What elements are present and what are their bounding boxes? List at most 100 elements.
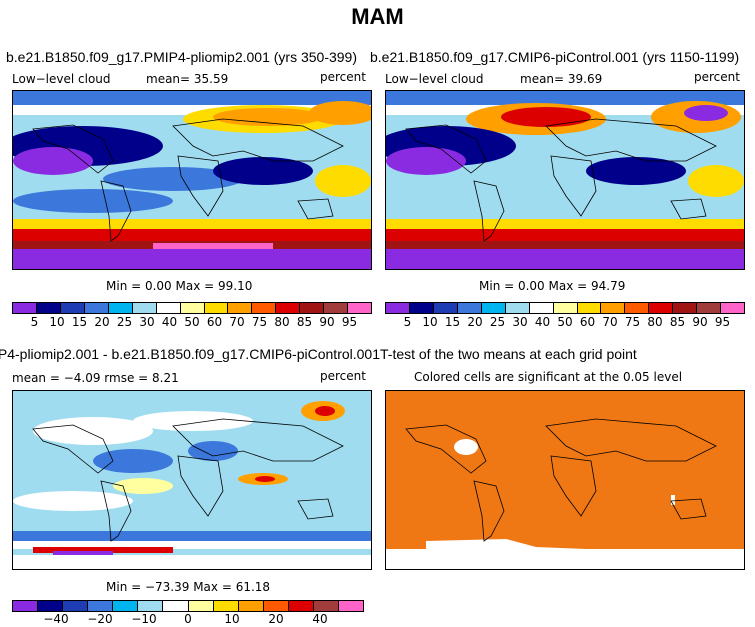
- colorbar-swatch: [180, 303, 205, 313]
- colorbar-swatch: [63, 601, 89, 611]
- colorbar-swatch: [481, 303, 506, 313]
- panel1-mean: mean= 35.59: [146, 72, 229, 86]
- colorbar-swatch: [113, 601, 139, 611]
- panel3-map: [12, 390, 372, 570]
- panel2-units: percent: [694, 70, 740, 84]
- colorbar-swatch: [601, 303, 626, 313]
- colorbar-tick-label: 0: [184, 612, 192, 626]
- colorbar-tick-label: 40: [534, 315, 551, 329]
- colorbar-swatch: [163, 601, 189, 611]
- colorbar-swatch: [529, 303, 554, 313]
- panel2-mean: mean= 39.69: [520, 72, 603, 86]
- panel1-map-svg: [13, 91, 371, 269]
- colorbar-tick-label: 85: [296, 315, 313, 329]
- colorbar-tick-label: 20: [94, 315, 110, 329]
- panel2-map-svg: [386, 91, 744, 269]
- panel4-map-svg: [386, 391, 744, 569]
- colorbar-tick-label: 5: [403, 315, 412, 329]
- colorbar-tick-label: 15: [444, 315, 461, 329]
- colorbar-absolute-right: [385, 302, 745, 314]
- colorbar-tick-label: 80: [274, 315, 290, 329]
- panel4-title: T-test of the two means at each grid poi…: [380, 346, 637, 362]
- colorbar-tick-label: 10: [49, 315, 65, 329]
- colorbar-swatch: [88, 601, 114, 611]
- panel4-map: [385, 390, 745, 570]
- colorbar-swatch: [324, 303, 349, 313]
- colorbar-swatch: [433, 303, 458, 313]
- colorbar-tick-label: 40: [161, 315, 178, 329]
- colorbar-absolute-left-labels: 5 10 15 20 25 30 40 50 60 70 75 80 85 90 95: [12, 315, 370, 329]
- colorbar-swatch: [721, 303, 745, 313]
- colorbar-tick-label: 60: [206, 315, 223, 329]
- panel3-units: percent: [320, 369, 366, 383]
- colorbar-swatch: [348, 303, 372, 313]
- colorbar-swatch: [300, 303, 325, 313]
- panel3-minmax: Min = −73.39 Max = 61.18: [106, 580, 271, 594]
- colorbar-tick-label: 40: [312, 612, 328, 626]
- colorbar-absolute-right-labels: 5 10 15 20 25 30 40 50 60 70 75 80 85 90 95: [385, 315, 743, 329]
- colorbar-tick-label: 10: [224, 612, 240, 626]
- panel4-subtitle: Colored cells are significant at the 0.0…: [414, 370, 683, 384]
- colorbar-swatch: [553, 303, 578, 313]
- colorbar-swatch: [457, 303, 482, 313]
- colorbar-swatch: [339, 601, 364, 611]
- panel2-variable: Low−level cloud: [385, 72, 484, 86]
- panel2-title: b.e21.B1850.f09_g17.CMIP6-piControl.001 …: [370, 49, 740, 65]
- panel3-title-clip: b.e21.B1850.f09_g17.PMIP4-pliomip2.001 -…: [0, 346, 380, 366]
- colorbar-tick-label: −10: [131, 612, 157, 626]
- panel1-units: percent: [320, 70, 366, 84]
- colorbar-swatch: [132, 303, 157, 313]
- colorbar-swatch: [108, 303, 133, 313]
- colorbar-tick-label: 80: [647, 315, 663, 329]
- colorbar-difference: [12, 600, 364, 612]
- colorbar-swatch: [13, 601, 39, 611]
- panel1-minmax: Min = 0.00 Max = 99.10: [106, 279, 253, 293]
- colorbar-tick-label: 10: [422, 315, 438, 329]
- colorbar-swatch: [276, 303, 301, 313]
- colorbar-swatch: [577, 303, 602, 313]
- panel1-title: b.e21.B1850.f09_g17.PMIP4-pliomip2.001 (…: [6, 49, 357, 65]
- colorbar-tick-label: 90: [319, 315, 335, 329]
- page-title: MAM: [351, 4, 404, 29]
- colorbar-swatch: [213, 601, 239, 611]
- colorbar-swatch: [84, 303, 109, 313]
- colorbar-tick-label: 60: [579, 315, 596, 329]
- colorbar-tick-label: 75: [624, 315, 641, 329]
- colorbar-tick-label: 20: [268, 612, 284, 626]
- colorbar-swatch: [313, 601, 340, 611]
- colorbar-swatch: [60, 303, 85, 313]
- colorbar-tick-label: 25: [116, 315, 133, 329]
- colorbar-swatch: [13, 303, 37, 313]
- colorbar-swatch: [263, 601, 289, 611]
- colorbar-swatch: [673, 303, 698, 313]
- colorbar-tick-label: 90: [692, 315, 708, 329]
- colorbar-tick-label: 85: [669, 315, 686, 329]
- colorbar-swatch: [188, 601, 214, 611]
- colorbar-tick-label: −40: [43, 612, 69, 626]
- colorbar-swatch: [505, 303, 530, 313]
- colorbar-tick-label: 5: [30, 315, 39, 329]
- colorbar-tick-label: 95: [714, 315, 731, 329]
- colorbar-swatch: [228, 303, 253, 313]
- colorbar-swatch: [156, 303, 181, 313]
- panel1-map: [12, 90, 372, 270]
- panel3-stats: mean = −4.09 rmse = 8.21: [12, 371, 179, 385]
- colorbar-tick-label: 75: [251, 315, 268, 329]
- colorbar-swatch: [386, 303, 410, 313]
- colorbar-swatch: [288, 601, 314, 611]
- colorbar-swatch: [238, 601, 264, 611]
- colorbar-tick-label: 70: [229, 315, 245, 329]
- colorbar-swatch: [409, 303, 434, 313]
- colorbar-tick-label: 30: [512, 315, 528, 329]
- colorbar-tick-label: −20: [87, 612, 113, 626]
- colorbar-swatch: [36, 303, 61, 313]
- colorbar-tick-label: 30: [139, 315, 155, 329]
- colorbar-swatch: [252, 303, 277, 313]
- panel1-variable: Low−level cloud: [12, 72, 111, 86]
- panel3-map-svg: [13, 391, 371, 569]
- colorbar-tick-label: 70: [602, 315, 618, 329]
- panel2-minmax: Min = 0.00 Max = 94.79: [479, 279, 626, 293]
- colorbar-tick-label: 50: [184, 315, 200, 329]
- panel3-title: b.e21.B1850.f09_g17.PMIP4-pliomip2.001 -…: [0, 346, 380, 362]
- colorbar-swatch: [38, 601, 64, 611]
